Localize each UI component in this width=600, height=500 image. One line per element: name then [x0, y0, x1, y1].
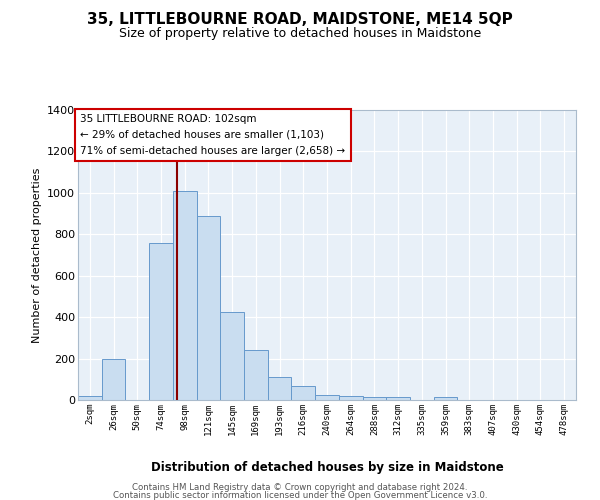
- Bar: [386, 398, 410, 400]
- Bar: [362, 397, 386, 400]
- Bar: [173, 191, 197, 400]
- Text: 35, LITTLEBOURNE ROAD, MAIDSTONE, ME14 5QP: 35, LITTLEBOURNE ROAD, MAIDSTONE, ME14 5…: [87, 12, 513, 28]
- Bar: [220, 312, 244, 400]
- Bar: [78, 396, 102, 400]
- Text: 35 LITTLEBOURNE ROAD: 102sqm
← 29% of detached houses are smaller (1,103)
71% of: 35 LITTLEBOURNE ROAD: 102sqm ← 29% of de…: [80, 114, 346, 156]
- Bar: [102, 358, 125, 400]
- Y-axis label: Number of detached properties: Number of detached properties: [32, 168, 41, 342]
- Bar: [149, 242, 173, 400]
- Text: Distribution of detached houses by size in Maidstone: Distribution of detached houses by size …: [151, 461, 503, 474]
- Text: Size of property relative to detached houses in Maidstone: Size of property relative to detached ho…: [119, 28, 481, 40]
- Bar: [197, 216, 220, 400]
- Text: Contains HM Land Registry data © Crown copyright and database right 2024.: Contains HM Land Registry data © Crown c…: [132, 483, 468, 492]
- Bar: [292, 386, 315, 400]
- Bar: [315, 395, 339, 400]
- Bar: [434, 397, 457, 400]
- Text: Contains public sector information licensed under the Open Government Licence v3: Contains public sector information licen…: [113, 490, 487, 500]
- Bar: [339, 396, 362, 400]
- Bar: [244, 350, 268, 400]
- Bar: [268, 377, 292, 400]
